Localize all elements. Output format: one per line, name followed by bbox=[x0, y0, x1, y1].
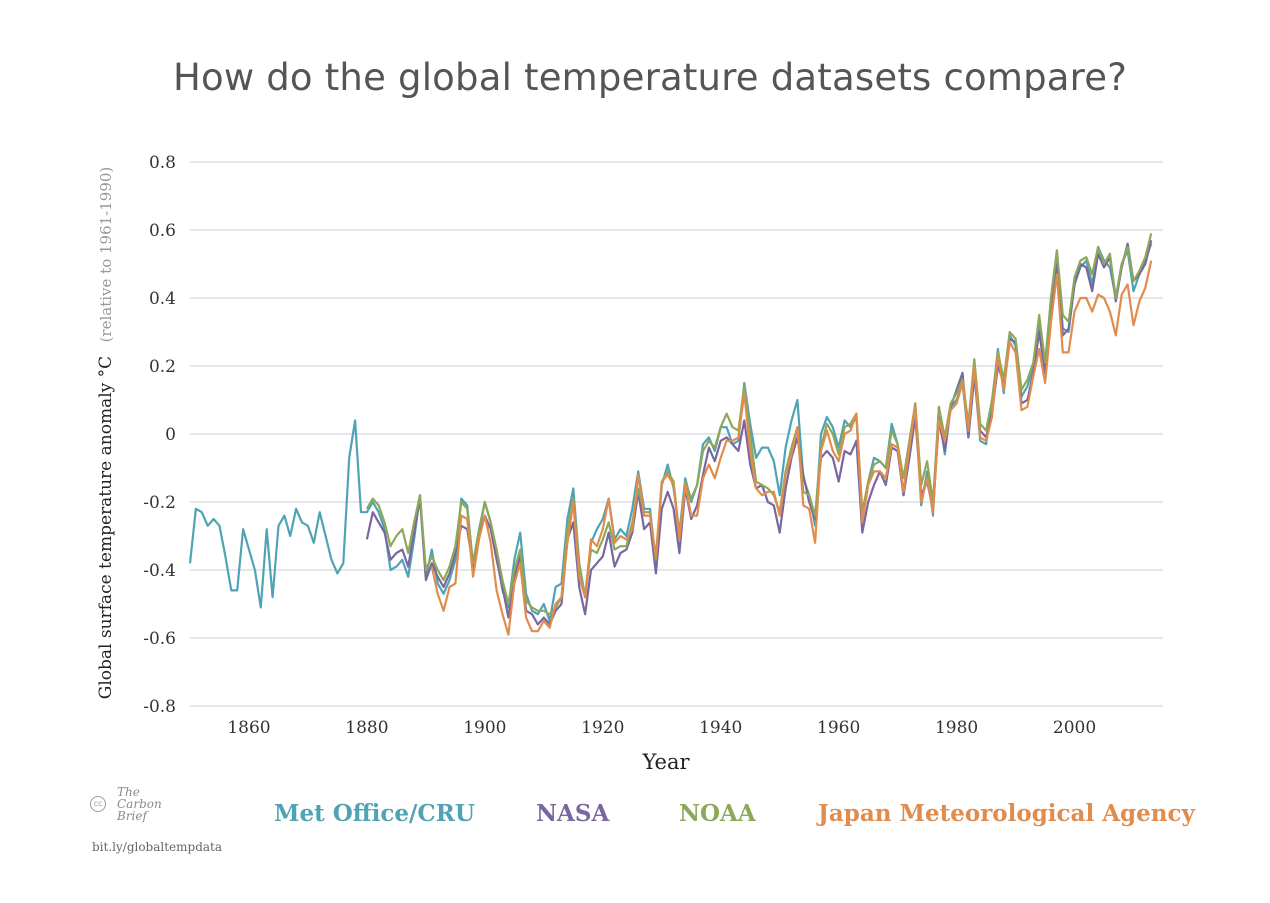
data-series-lines bbox=[188, 233, 1153, 636]
x-tick-label: 2000 bbox=[1053, 718, 1096, 738]
y-tick-label: -0.6 bbox=[143, 629, 176, 649]
x-tick-label: 1860 bbox=[227, 718, 270, 738]
x-tick-label: 1940 bbox=[699, 718, 742, 738]
x-tick-label: 1960 bbox=[817, 718, 860, 738]
carbon-brief-logo: cc The Carbon Brief bbox=[90, 786, 180, 828]
chart-title: How do the global temperature datasets c… bbox=[172, 56, 1128, 99]
legend-item-noaa: NOAA bbox=[679, 800, 756, 827]
y-tick-label: 0.2 bbox=[149, 357, 176, 377]
brand-name: The Carbon Brief bbox=[117, 785, 162, 823]
y-axis-label: Global surface temperature anomaly °C (r… bbox=[96, 167, 116, 700]
x-tick-label: 1920 bbox=[581, 718, 624, 738]
legend-item-met-office-cru: Met Office/CRU bbox=[274, 800, 475, 827]
y-tick-labels: 0.8 0.6 0.4 0.2 0 -0.2 -0.4 -0.6 -0.8 bbox=[143, 153, 176, 717]
source-link[interactable]: bit.ly/globaltempdata bbox=[92, 840, 223, 854]
y-tick-label: -0.2 bbox=[143, 493, 176, 513]
y-tick-label: 0.4 bbox=[149, 289, 176, 309]
legend-item-japan-meteorological-agency: Japan Meteorological Agency bbox=[818, 800, 1195, 827]
x-tick-label: 1980 bbox=[935, 718, 978, 738]
legend-item-nasa: NASA bbox=[536, 800, 610, 827]
y-tick-label: 0.6 bbox=[149, 221, 176, 241]
y-tick-label: 0.8 bbox=[149, 153, 176, 173]
y-gridlines bbox=[190, 161, 1163, 707]
x-tick-label: 1900 bbox=[463, 718, 506, 738]
x-tick-labels: 1860 1880 1900 1920 1940 1960 1980 2000 bbox=[227, 718, 1096, 738]
y-tick-label: -0.4 bbox=[143, 561, 176, 581]
series-line-japan-meteorological-agency bbox=[430, 260, 1153, 636]
y-tick-label: -0.8 bbox=[143, 697, 176, 717]
y-axis-label-main: Global surface temperature anomaly °C bbox=[96, 356, 116, 699]
creative-commons-icon: cc bbox=[90, 796, 106, 812]
x-axis-label: Year bbox=[641, 750, 690, 774]
series-line-met-office-cru bbox=[188, 243, 1153, 623]
y-axis-label-note: (relative to 1961-1990) bbox=[97, 167, 115, 343]
series-line-noaa bbox=[365, 233, 1153, 616]
y-tick-label: 0 bbox=[165, 425, 176, 445]
x-tick-label: 1880 bbox=[345, 718, 388, 738]
